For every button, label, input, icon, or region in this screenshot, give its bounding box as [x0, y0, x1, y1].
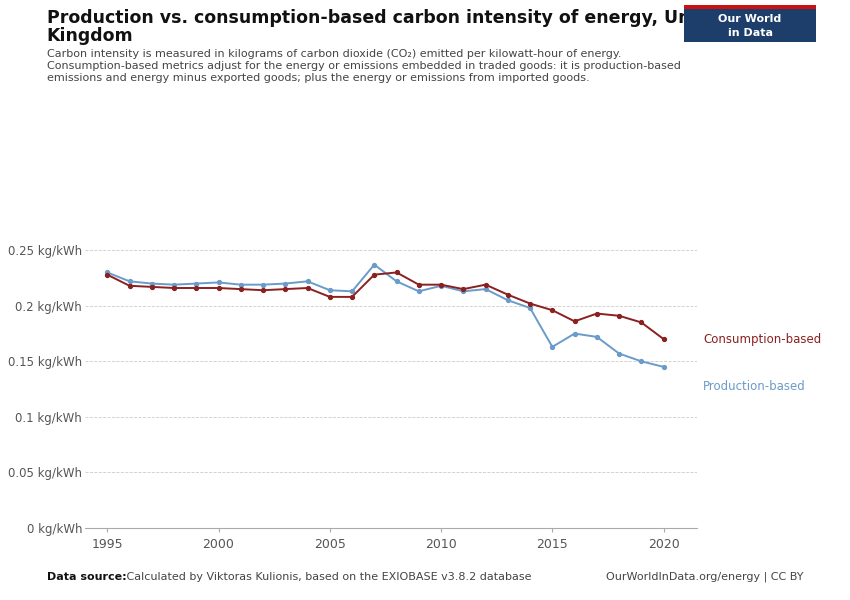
- Text: Data source:: Data source:: [47, 572, 127, 582]
- Text: Carbon intensity is measured in kilograms of carbon dioxide (CO₂) emitted per ki: Carbon intensity is measured in kilogram…: [47, 49, 621, 59]
- Text: in Data: in Data: [728, 28, 773, 38]
- Text: Calculated by Viktoras Kulionis, based on the EXIOBASE v3.8.2 database: Calculated by Viktoras Kulionis, based o…: [123, 572, 532, 582]
- Text: Production-based: Production-based: [703, 380, 806, 394]
- Text: Consumption-based metrics adjust for the energy or emissions embedded in traded : Consumption-based metrics adjust for the…: [47, 61, 681, 71]
- Text: Our World: Our World: [718, 14, 782, 24]
- Text: Kingdom: Kingdom: [47, 27, 133, 45]
- Text: Consumption-based: Consumption-based: [703, 332, 821, 346]
- Text: emissions and energy minus exported goods; plus the energy or emissions from imp: emissions and energy minus exported good…: [47, 73, 589, 83]
- Text: Production vs. consumption-based carbon intensity of energy, United: Production vs. consumption-based carbon …: [47, 9, 728, 27]
- Text: OurWorldInData.org/energy | CC BY: OurWorldInData.org/energy | CC BY: [606, 571, 803, 582]
